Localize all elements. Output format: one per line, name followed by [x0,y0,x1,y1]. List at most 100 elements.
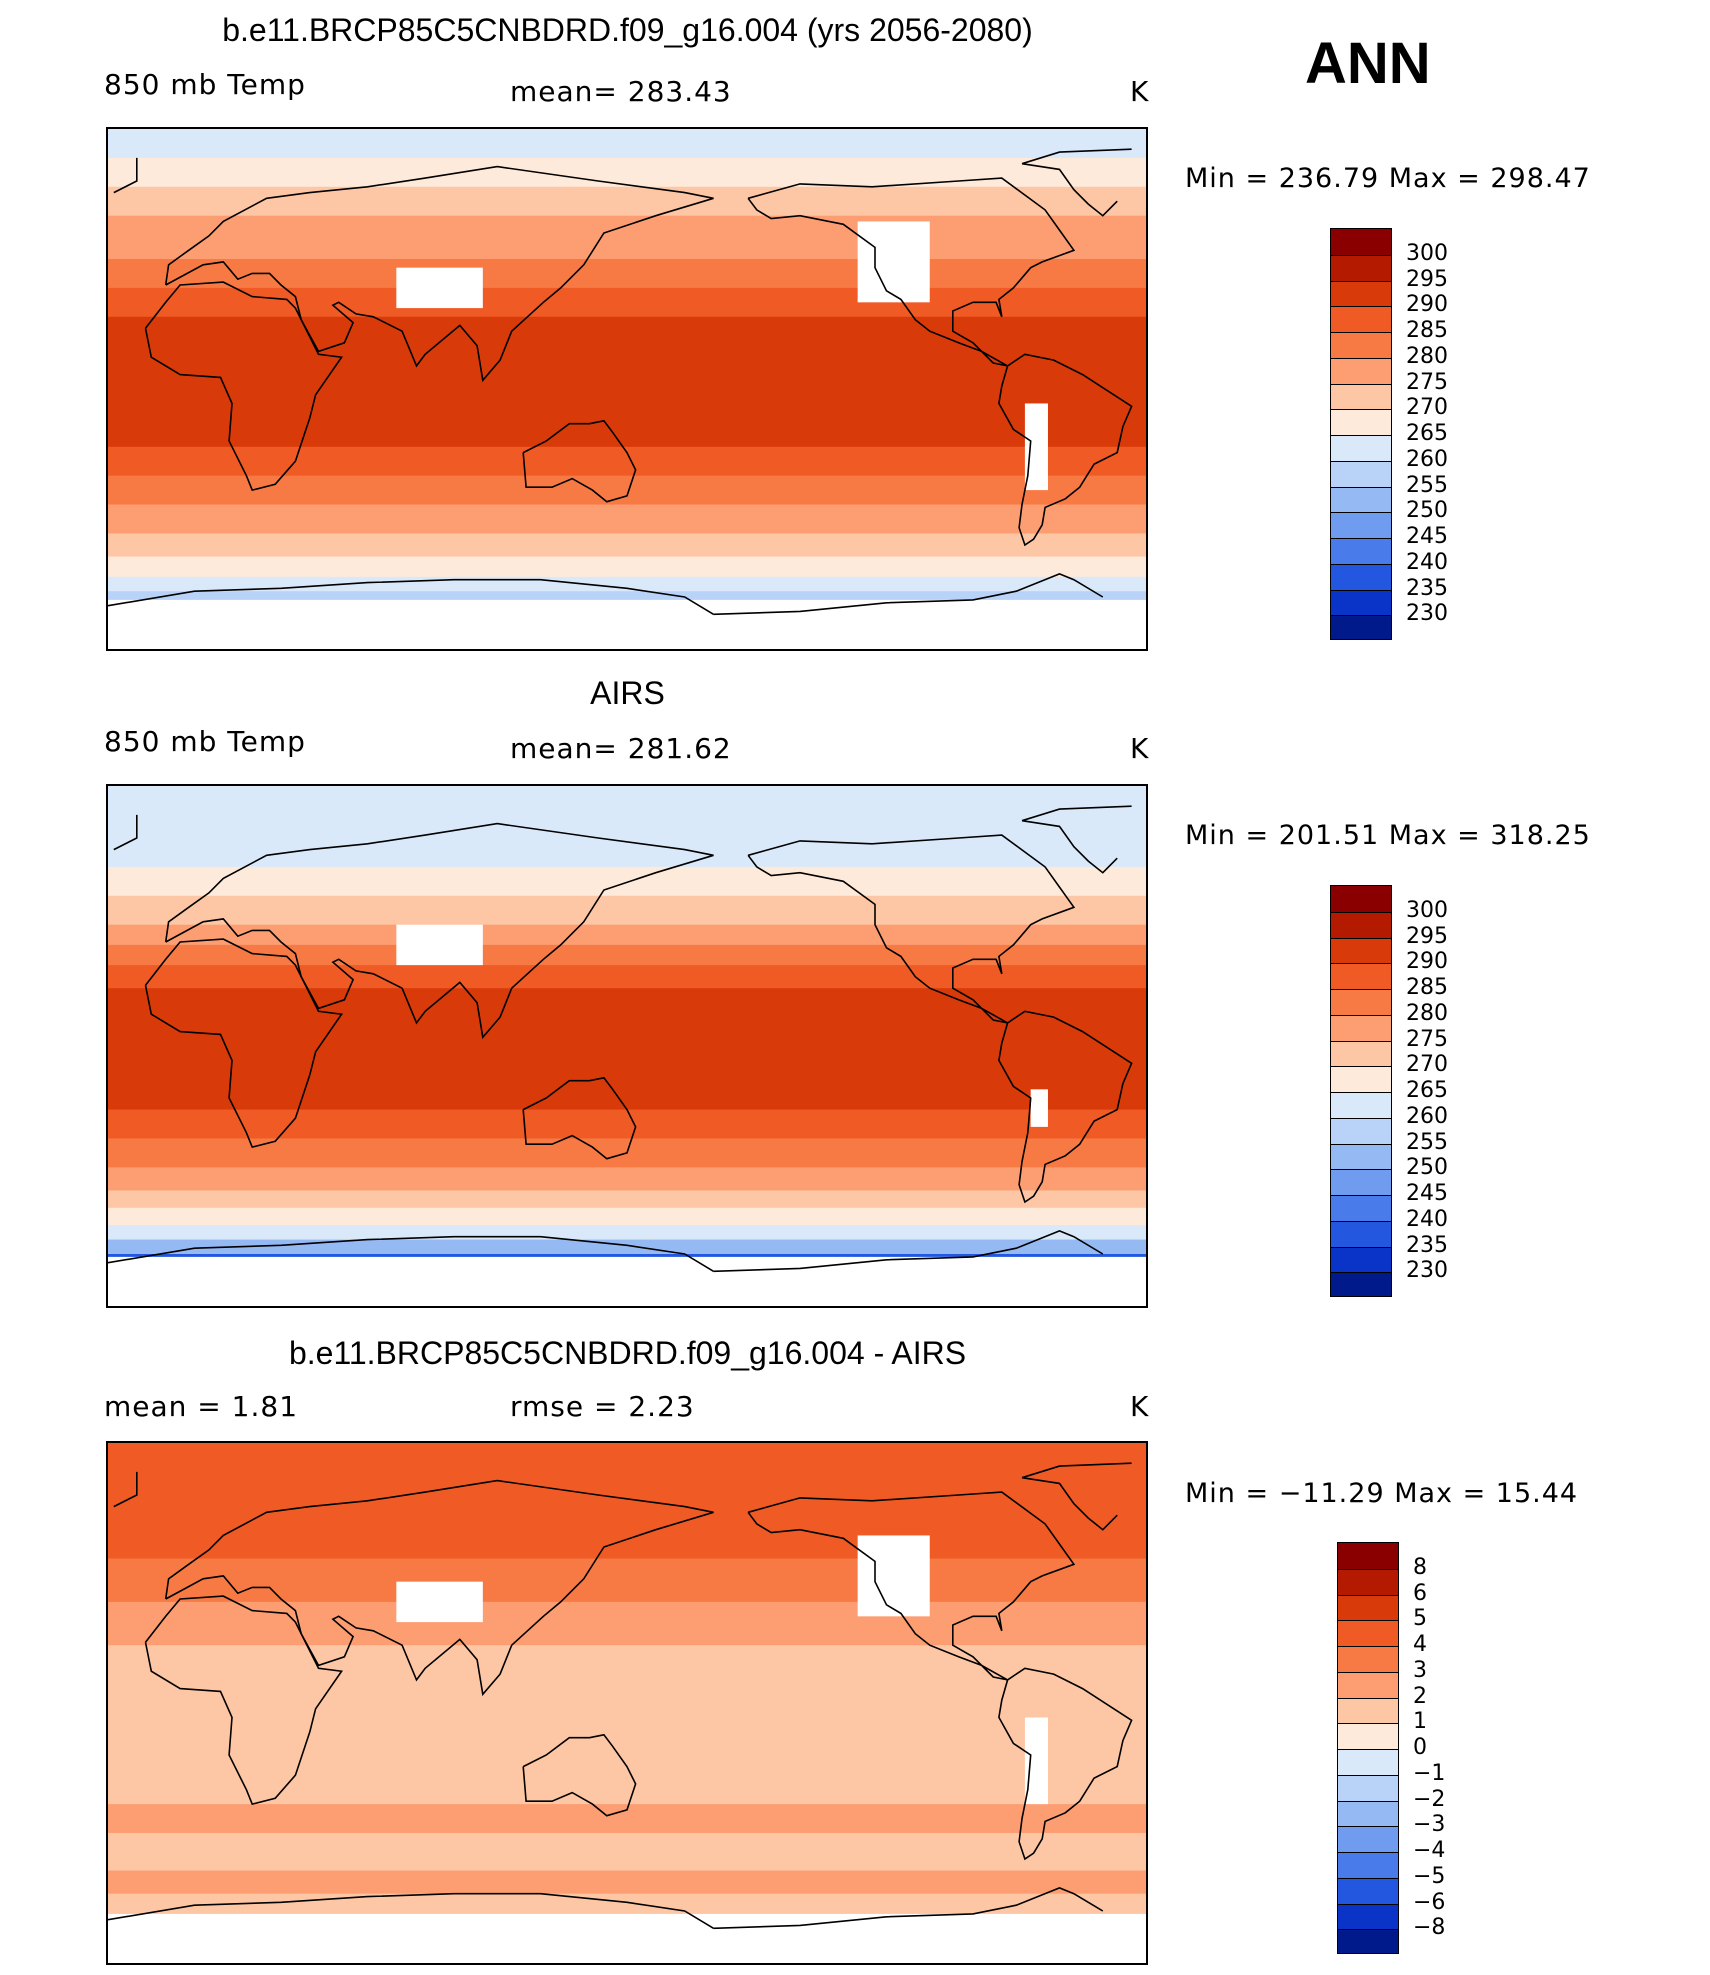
lat-band [108,129,1146,159]
colorbar-swatch [1338,1543,1398,1570]
missing-data-region [396,1581,483,1623]
panel-1-title: b.e11.BRCP85C5CNBDRD.f09_g16.004 (yrs 20… [222,12,1033,48]
africa-outline [144,281,344,492]
colorbar-swatch [1331,963,1391,990]
lat-band [108,475,1146,506]
colorbar-tick-label: 245 [1406,1181,1448,1206]
colorbar-swatch [1331,1143,1391,1171]
antarctica-outline [713,1230,1104,1273]
panel-2-units: K [1130,732,1150,765]
colorbar-swatch [1331,1246,1391,1274]
colorbar-swatch [1338,1929,1398,1953]
colorbar-swatch [1331,460,1391,488]
greenland-outline [1021,148,1132,165]
lat-band [108,843,1146,868]
colorbar-swatch [1331,886,1391,913]
lat-band [108,1703,1146,1762]
colorbar-tick-label: 275 [1406,369,1448,395]
greenland-outline [113,814,138,851]
europe-asia-outline [164,822,714,1040]
australia-outline [522,419,637,503]
colorbar-tick-label: 260 [1406,446,1448,472]
colorbar-tick-label: 300 [1406,240,1448,266]
panel-3-rmse-label: rmse = 2.23 [510,1390,695,1423]
colorbar-tick-label: 250 [1406,498,1448,524]
colorbar-tick-label: 235 [1406,575,1448,601]
colorbar-tick-label: 245 [1406,524,1448,549]
colorbar-tick-label: 300 [1406,897,1448,923]
lat-band [108,1870,1146,1895]
panel-3-title: b.e11.BRCP85C5CNBDRD.f09_g16.004 - AIRS [288,1335,967,1371]
colorbar-swatch [1331,1272,1391,1296]
colorbar-tick-label: 235 [1406,1232,1448,1258]
season-label: ANN [1305,31,1431,96]
colorbar-tick-label: 8 [1413,1554,1427,1580]
colorbar-tick-label: 270 [1406,395,1448,421]
colorbar-tick-label: 1 [1413,1709,1427,1735]
colorbar-tick-label: 255 [1406,1129,1448,1155]
colorbar-tick-label: 265 [1406,1078,1448,1103]
colorbar-swatch [1338,1826,1398,1853]
panel-3-colorbar: 8 6 5 4 3 2 1 0 −1 −2 −3 −4 −5 −6 −8 [1337,1542,1467,1954]
colorbar-swatch [1331,989,1391,1016]
lat-band [108,417,1146,448]
colorbar-swatch [1338,1774,1398,1802]
lat-band [108,988,1146,1091]
north-america-outline [747,1491,1076,1681]
lat-band [108,1167,1146,1192]
colorbar-swatch [1338,1568,1398,1596]
greenland-outline [1021,805,1132,822]
greenland-outline [1021,162,1118,217]
lat-band [108,1443,1146,1531]
colorbar-swatch [1338,1877,1398,1905]
colorbar-swatch [1338,1646,1398,1673]
lat-band [108,533,1146,558]
panel-2-mean-label: mean= 281.62 [510,732,732,765]
antarctica-outline [108,578,714,615]
panel-2-variable-label: 850 mb Temp [104,725,306,758]
lat-band [108,1529,1146,1560]
colorbar-swatch [1331,357,1391,385]
missing-data-region [108,1913,1146,1963]
panel-1-colorbar: 300 295 290 285 280 275 270 265 260 255 250 245 240 2… [1330,228,1460,640]
africa-outline [144,938,344,1149]
lat-band [108,944,1146,967]
colorbar-swatch [1331,1066,1391,1093]
colorbar-tick-label: 290 [1406,949,1448,975]
greenland-outline [113,157,138,194]
colorbar-tick-label: −3 [1413,1812,1446,1838]
missing-data-region [396,267,483,309]
greenland-outline [1021,819,1118,874]
colorbar-tick-label: 280 [1406,343,1448,369]
colorbar-tick-label: 4 [1413,1632,1427,1657]
panel-1-variable-label: 850 mb Temp [104,68,306,101]
colorbar-tick-label: −1 [1413,1760,1446,1786]
colorbar-tick-label: 285 [1406,318,1448,343]
colorbar-tick-label: 290 [1406,292,1448,318]
colorbar-swatch [1331,937,1391,965]
lat-band [108,215,1146,260]
lat-band [108,316,1146,419]
colorbar-tick-label: 240 [1406,549,1448,575]
panel-2-map [106,784,1148,1308]
colorbar-swatch [1331,486,1391,514]
colorbar-tick-label: 265 [1406,421,1448,446]
colorbar-swatch [1331,615,1391,639]
colorbar-swatch [1331,563,1391,591]
colorbar-swatch [1331,435,1391,462]
lat-band [108,786,1146,845]
lat-band [108,1833,1146,1872]
missing-data-region [1030,1089,1048,1127]
lat-band [108,1558,1146,1603]
colorbar-swatch [1331,306,1391,333]
colorbar-tick-label: 0 [1413,1735,1427,1760]
colorbar-tick-label: 230 [1406,601,1448,627]
greenland-outline [113,1471,138,1508]
panel-2-colorbar: 300 295 290 285 280 275 270 265 260 255 250 245 240 2… [1330,885,1460,1297]
colorbar-tick-label: 295 [1406,266,1448,292]
australia-outline [522,1733,637,1817]
missing-data-region [396,924,483,966]
colorbar-swatch [1331,911,1391,939]
lat-band [108,965,1146,990]
colorbar-tick-label: −2 [1413,1786,1446,1812]
